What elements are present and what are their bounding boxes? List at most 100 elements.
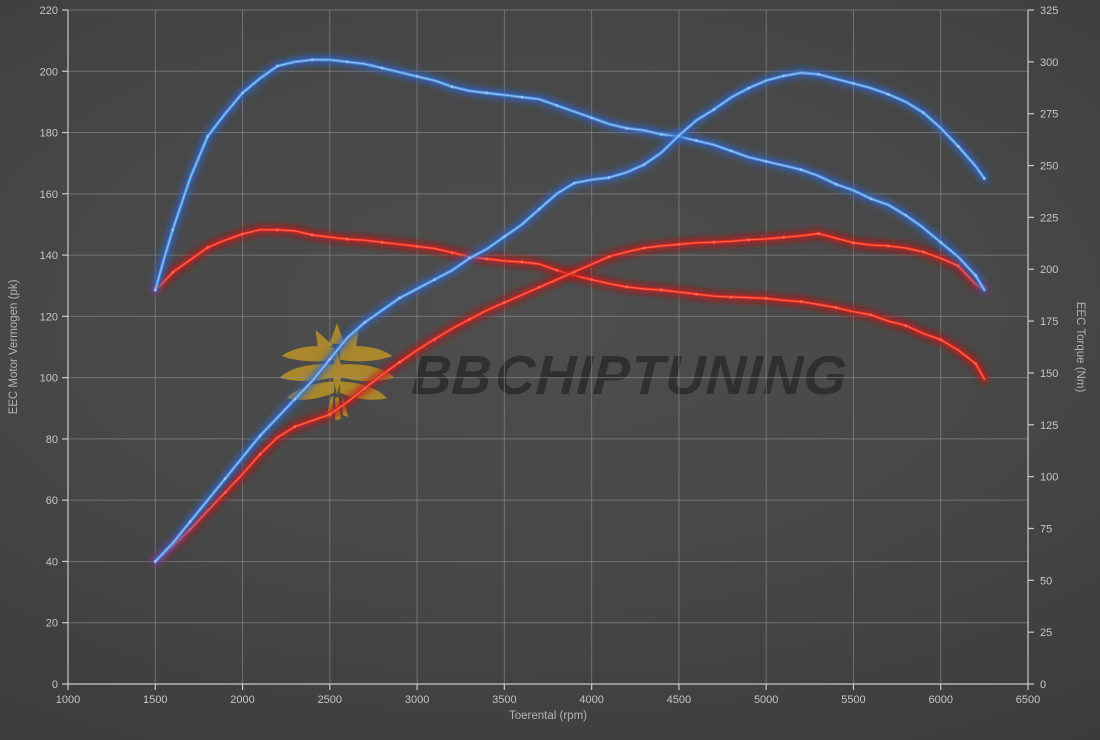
red-power-marker (747, 238, 751, 242)
red-torque-marker (276, 228, 279, 232)
red-torque-marker (904, 324, 908, 328)
x-tick-label: 6500 (1016, 694, 1040, 706)
blue-torque-marker (450, 85, 454, 89)
red-power-marker (223, 491, 227, 494)
x-tick-label: 6000 (928, 694, 952, 706)
red-torque-marker (415, 245, 419, 248)
red-power-marker (642, 246, 646, 250)
blue-torque-marker (729, 149, 733, 153)
blue-power-marker (363, 321, 367, 324)
red-torque-marker (694, 292, 698, 296)
x-tick-label: 3500 (492, 694, 516, 706)
y-right-tick-label: 75 (1040, 523, 1052, 535)
blue-torque-marker (520, 95, 524, 99)
blue-torque-marker (590, 116, 594, 120)
x-tick-label: 1000 (56, 694, 80, 706)
red-torque-marker (729, 295, 733, 299)
red-torque-marker (799, 300, 803, 303)
blue-power-marker (537, 207, 541, 211)
red-power-marker (607, 255, 611, 259)
y-right-axis-title: EEC Torque (Nm) (1074, 302, 1086, 393)
y-left-tick-label: 100 (40, 373, 58, 385)
y-left-tick-label: 60 (46, 495, 58, 507)
red-torque-marker (660, 288, 663, 292)
x-tick-label: 5000 (754, 694, 778, 706)
y-right-tick-label: 275 (1040, 109, 1058, 121)
blue-torque-marker (904, 213, 908, 217)
red-torque-marker (555, 268, 559, 272)
red-torque-marker (206, 246, 210, 249)
y-left-axis-title: EEC Motor Vermogen (pk) (8, 279, 20, 414)
red-torque-line (153, 228, 987, 381)
blue-torque-marker (555, 103, 559, 107)
blue-torque-marker (625, 126, 628, 130)
blue-torque-marker (939, 240, 943, 244)
blue-power-marker (223, 477, 227, 481)
y-left-tick-label: 220 (40, 5, 58, 17)
blue-power-marker (642, 163, 646, 167)
blue-torque-marker (415, 74, 419, 78)
red-torque-marker (310, 233, 314, 237)
blue-power-marker (502, 235, 506, 239)
blue-power-marker (258, 434, 262, 438)
y-left-tick-label: 40 (46, 556, 58, 568)
blue-power-marker (607, 176, 611, 179)
red-power-glow (150, 229, 989, 566)
red-power-marker (712, 240, 716, 244)
red-torque-marker (241, 232, 244, 236)
x-tick-label: 5500 (841, 694, 865, 706)
x-tick-label: 4500 (667, 694, 691, 706)
x-tick-label: 2000 (230, 694, 254, 706)
blue-power-marker (677, 134, 681, 138)
x-tick-label: 4000 (579, 694, 603, 706)
red-power-marker (363, 386, 367, 390)
red-power-marker (398, 360, 402, 364)
blue-torque-core (154, 59, 986, 291)
y-left-tick-label: 180 (40, 128, 58, 140)
blue-power-marker (398, 296, 402, 300)
blue-torque-marker (799, 168, 803, 172)
red-power-marker (258, 452, 262, 456)
blue-torque-marker (276, 64, 279, 68)
blue-power-marker (293, 397, 297, 401)
red-power-marker (921, 250, 925, 254)
blue-power-marker (817, 72, 820, 76)
red-power-marker (433, 337, 436, 341)
blue-power-marker (852, 82, 855, 85)
y-left-tick-label: 0 (52, 679, 58, 691)
y-left-tick-label: 80 (46, 434, 58, 446)
red-power-marker (817, 232, 820, 236)
y-left-tick-label: 120 (40, 311, 58, 323)
y-right-tick-label: 250 (1040, 161, 1058, 173)
blue-torque-marker (485, 91, 489, 95)
red-torque-marker (869, 313, 873, 317)
x-tick-label: 2500 (318, 694, 342, 706)
blue-torque-marker (310, 58, 314, 62)
y-right-tick-label: 150 (1040, 368, 1058, 380)
red-torque-marker (625, 285, 628, 289)
y-right-tick-label: 100 (1040, 472, 1058, 484)
red-power-marker (782, 235, 786, 239)
blue-torque-marker (834, 182, 838, 186)
y-left-tick-label: 20 (46, 618, 58, 630)
red-power-marker (956, 264, 960, 268)
y-right-tick-label: 300 (1040, 57, 1058, 69)
blue-power-marker (468, 256, 471, 260)
red-torque-core (154, 229, 986, 380)
red-torque-marker (764, 296, 768, 300)
blue-power-marker (886, 92, 890, 96)
y-right-tick-label: 125 (1040, 420, 1058, 432)
blue-power-marker (782, 74, 786, 78)
red-torque-marker (834, 306, 838, 309)
x-axis-title: Toerental (rpm) (509, 710, 587, 722)
red-power-marker (468, 318, 471, 321)
red-power-line (153, 232, 987, 564)
blue-torque-marker (153, 288, 157, 292)
y-right-tick-label: 0 (1040, 679, 1046, 691)
blue-torque-marker (869, 197, 873, 201)
red-power-marker (677, 242, 681, 246)
blue-power-marker (712, 108, 716, 111)
y-right-tick-label: 50 (1040, 575, 1052, 587)
